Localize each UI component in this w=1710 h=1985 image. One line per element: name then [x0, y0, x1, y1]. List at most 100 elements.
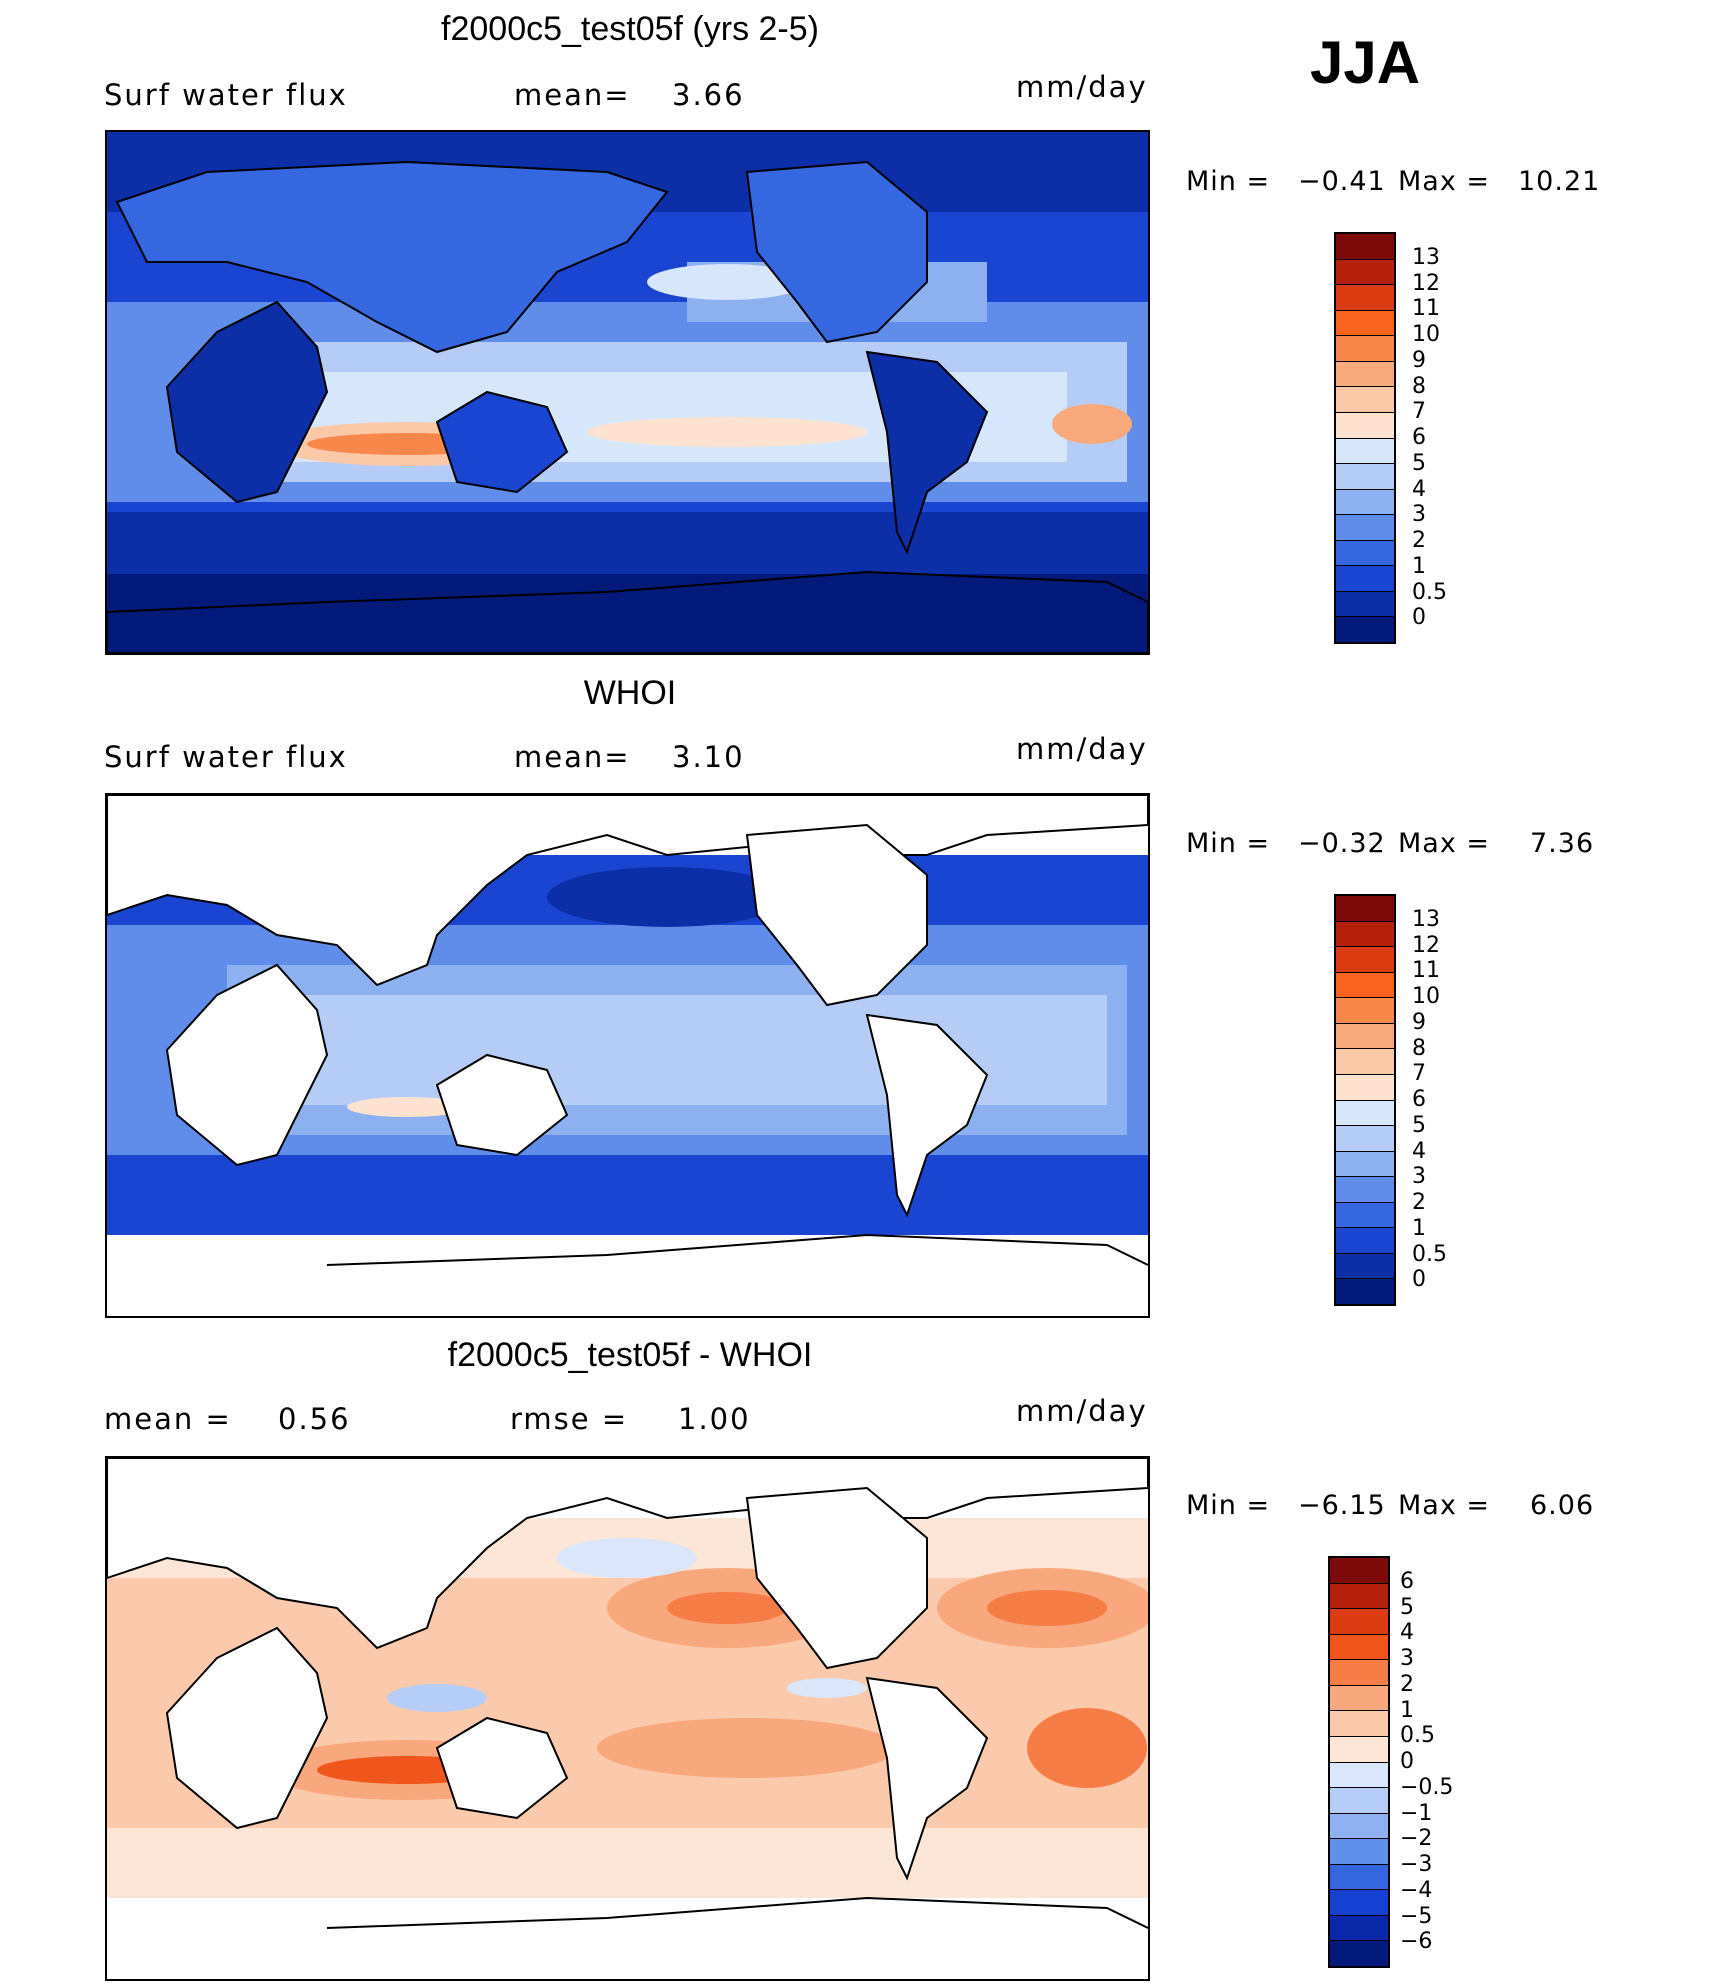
panel-2-colorbar-labels: 13 12 11 10 9 8 7 6 5 4 3 2 1 0.5 0	[1412, 894, 1492, 1306]
panel-2-map	[105, 793, 1150, 1318]
colorbar-tick-label: 12	[1412, 270, 1440, 296]
colorbar-swatch	[1330, 1660, 1388, 1686]
colorbar-swatch	[1330, 1890, 1388, 1916]
panel-1-min-value: −0.41	[1298, 166, 1386, 197]
panel-1-max-value: 10.21	[1518, 166, 1601, 197]
colorbar-swatch	[1336, 540, 1394, 567]
colorbar-swatch	[1336, 336, 1394, 362]
colorbar-tick-label: 13	[1412, 244, 1440, 270]
colorbar-swatch	[1336, 387, 1394, 413]
colorbar-swatch	[1330, 1839, 1388, 1865]
colorbar-tick-label: 11	[1412, 296, 1440, 322]
colorbar-swatch	[1336, 617, 1394, 642]
colorbar-swatch	[1330, 1915, 1388, 1942]
panel-3-map	[105, 1456, 1150, 1981]
colorbar-swatch	[1336, 489, 1394, 516]
colorbar-swatch	[1330, 1813, 1388, 1840]
colorbar-swatch	[1336, 1253, 1394, 1280]
colorbar-swatch	[1336, 464, 1394, 490]
panel-3-mean-value: 0.56	[278, 1402, 351, 1436]
panel-1-min-label: Min =	[1186, 166, 1271, 197]
colorbar-swatch	[1336, 1023, 1394, 1050]
colorbar-swatch	[1336, 591, 1394, 618]
colorbar-tick-label: 6	[1412, 425, 1426, 450]
colorbar-tick-label: 0.5	[1412, 579, 1447, 605]
panel-3-title: f2000c5_test05f - WHOI	[447, 1336, 813, 1374]
colorbar-tick-label: 7	[1412, 1061, 1426, 1087]
colorbar-swatch	[1330, 1941, 1388, 1966]
panel-2-variable: Surf water flux	[104, 740, 348, 774]
colorbar-swatch	[1336, 438, 1394, 465]
colorbar-swatch	[1336, 1202, 1394, 1229]
colorbar-swatch	[1330, 1685, 1388, 1712]
panel-3-map-field	[107, 1458, 1148, 1979]
colorbar-tick-label: 2	[1400, 1671, 1414, 1697]
colorbar-tick-label: 7	[1412, 399, 1426, 425]
colorbar-swatch	[1330, 1788, 1388, 1814]
panel-1-map	[105, 130, 1150, 655]
colorbar-tick-label: 0	[1412, 605, 1426, 631]
colorbar-swatch	[1336, 1100, 1394, 1127]
colorbar-swatch	[1330, 1736, 1388, 1763]
colorbar-swatch	[1336, 1228, 1394, 1254]
panel-1-map-field	[107, 132, 1148, 653]
season-label: JJA	[1310, 29, 1421, 96]
colorbar-tick-label: −5	[1400, 1903, 1433, 1929]
colorbar-tick-label: 5	[1400, 1594, 1414, 1620]
panel-2-map-field	[107, 795, 1148, 1316]
colorbar-swatch	[1330, 1634, 1388, 1661]
panel-3-units: mm/day	[1016, 1394, 1148, 1428]
panel-1-colorbar-labels: 13 12 11 10 9 8 7 6 5 4 3 2 1 0.5 0	[1412, 232, 1492, 644]
colorbar-tick-label: 4	[1412, 1138, 1426, 1164]
colorbar-tick-label: 0	[1400, 1749, 1414, 1774]
colorbar-tick-label: 8	[1412, 1035, 1426, 1061]
colorbar-tick-label: −3	[1400, 1852, 1433, 1877]
colorbar-swatch	[1336, 1126, 1394, 1152]
colorbar-tick-label: 0.5	[1412, 1241, 1447, 1267]
colorbar-tick-label: 2	[1412, 1190, 1426, 1215]
colorbar-tick-label: −2	[1400, 1826, 1433, 1852]
colorbar-swatch	[1336, 1151, 1394, 1178]
colorbar-tick-label: 1	[1412, 1215, 1426, 1241]
colorbar-swatch	[1336, 310, 1394, 337]
colorbar-swatch	[1336, 515, 1394, 541]
colorbar-tick-label: −6	[1400, 1929, 1433, 1955]
colorbar-swatch	[1336, 1177, 1394, 1203]
colorbar-swatch	[1330, 1558, 1388, 1584]
colorbar-tick-label: −1	[1400, 1800, 1433, 1826]
colorbar-tick-label: 8	[1412, 373, 1426, 399]
panel-1-mean-label: mean=	[514, 78, 631, 112]
panel-3-rmse-value: 1.00	[678, 1402, 751, 1436]
colorbar-swatch	[1336, 285, 1394, 311]
colorbar-swatch	[1336, 361, 1394, 388]
colorbar-tick-label: 0	[1412, 1267, 1426, 1293]
colorbar-swatch	[1336, 234, 1394, 260]
colorbar-swatch	[1336, 896, 1394, 922]
panel-2-max-label: Max =	[1398, 828, 1491, 859]
panel-3-colorbar-labels: 6 5 4 3 2 1 0.5 0 −0.5 −1 −2 −3 −4 −5 −6	[1400, 1556, 1490, 1968]
colorbar-tick-label: 6	[1400, 1568, 1414, 1594]
colorbar-tick-label: 9	[1412, 1009, 1426, 1035]
panel-2-units: mm/day	[1016, 732, 1148, 766]
colorbar-tick-label: 4	[1412, 476, 1426, 502]
panel-1-mean-value: 3.66	[672, 78, 745, 112]
colorbar-tick-label: −4	[1400, 1877, 1433, 1903]
panel-2-colorbar	[1334, 894, 1396, 1306]
colorbar-swatch	[1336, 921, 1394, 948]
colorbar-swatch	[1330, 1864, 1388, 1891]
colorbar-tick-label: 12	[1412, 932, 1440, 958]
panel-2-mean-label: mean=	[514, 740, 631, 774]
colorbar-swatch	[1336, 1049, 1394, 1075]
panel-2-max-value: 7.36	[1530, 828, 1595, 859]
colorbar-swatch	[1336, 998, 1394, 1024]
panel-2-min-value: −0.32	[1298, 828, 1386, 859]
colorbar-tick-label: 5	[1412, 1112, 1426, 1138]
panel-3-min-label: Min =	[1186, 1490, 1271, 1521]
colorbar-swatch	[1336, 1279, 1394, 1304]
colorbar-swatch	[1336, 566, 1394, 592]
colorbar-tick-label: 3	[1412, 1164, 1426, 1190]
colorbar-tick-label: 10	[1412, 322, 1440, 347]
panel-3-min-value: −6.15	[1298, 1490, 1386, 1521]
colorbar-swatch	[1330, 1762, 1388, 1789]
colorbar-swatch	[1330, 1583, 1388, 1610]
